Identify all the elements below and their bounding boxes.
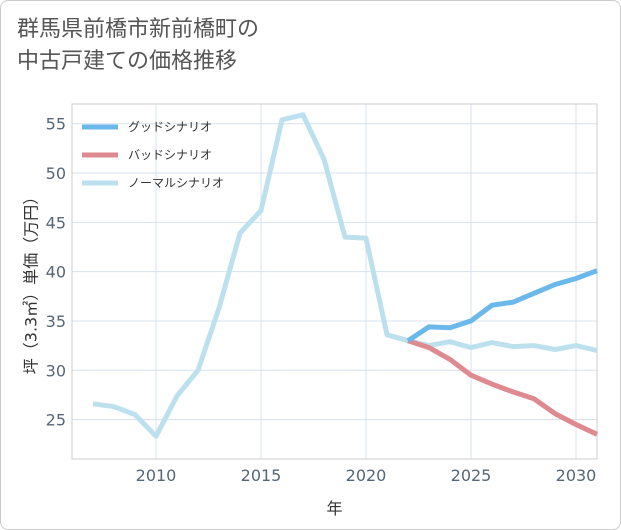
chart-title-line-2: 中古戸建ての価格推移	[17, 49, 238, 74]
series-layer	[92, 112, 599, 439]
y-tick-label: 25	[46, 411, 66, 430]
legend-entry-label: ノーマルシナリオ	[128, 176, 224, 190]
y-tick-label: 40	[46, 263, 66, 282]
y-tick-label: 35	[46, 312, 66, 331]
x-tick-label: 2015	[241, 466, 282, 485]
y-tick-label: 45	[46, 213, 66, 232]
y-axis-ticks: 25 30 35 40 45 50 55	[46, 115, 66, 430]
series-line-2	[92, 112, 598, 439]
chart-title-line-1: 群馬県前橋市新前橋町の	[17, 17, 260, 42]
x-tick-label: 2025	[451, 466, 492, 485]
y-tick-label: 55	[46, 115, 66, 134]
y-tick-label: 30	[46, 361, 66, 380]
series-line-1	[407, 338, 599, 437]
y-axis-label: 坪（3.3㎡）単価（万円）	[22, 189, 41, 374]
x-axis-ticks: 2010 2015 2020 2025 2030	[136, 466, 597, 485]
plot-border	[71, 103, 598, 460]
x-tick-label: 2010	[136, 466, 177, 485]
legend-entry-label: グッドシナリオ	[128, 120, 212, 134]
x-axis-label: 年	[326, 499, 342, 518]
grid	[72, 104, 597, 459]
x-tick-label: 2030	[556, 466, 597, 485]
y-tick-label: 50	[46, 164, 66, 183]
series-line-0	[406, 268, 598, 343]
chart-title: 群馬県前橋市新前橋町の 中古戸建ての価格推移	[17, 14, 259, 78]
legend-entry-label: バッドシナリオ	[128, 148, 212, 162]
x-tick-label: 2020	[346, 466, 387, 485]
